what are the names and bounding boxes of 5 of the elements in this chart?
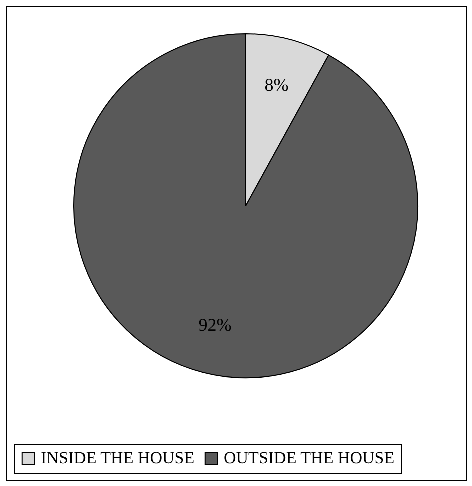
pie-slice xyxy=(74,34,418,378)
legend-label: INSIDE THE HOUSE xyxy=(41,448,195,468)
legend-label: OUTSIDE THE HOUSE xyxy=(224,448,395,468)
data-label: 92% xyxy=(198,314,232,335)
data-label: 8% xyxy=(264,75,289,96)
